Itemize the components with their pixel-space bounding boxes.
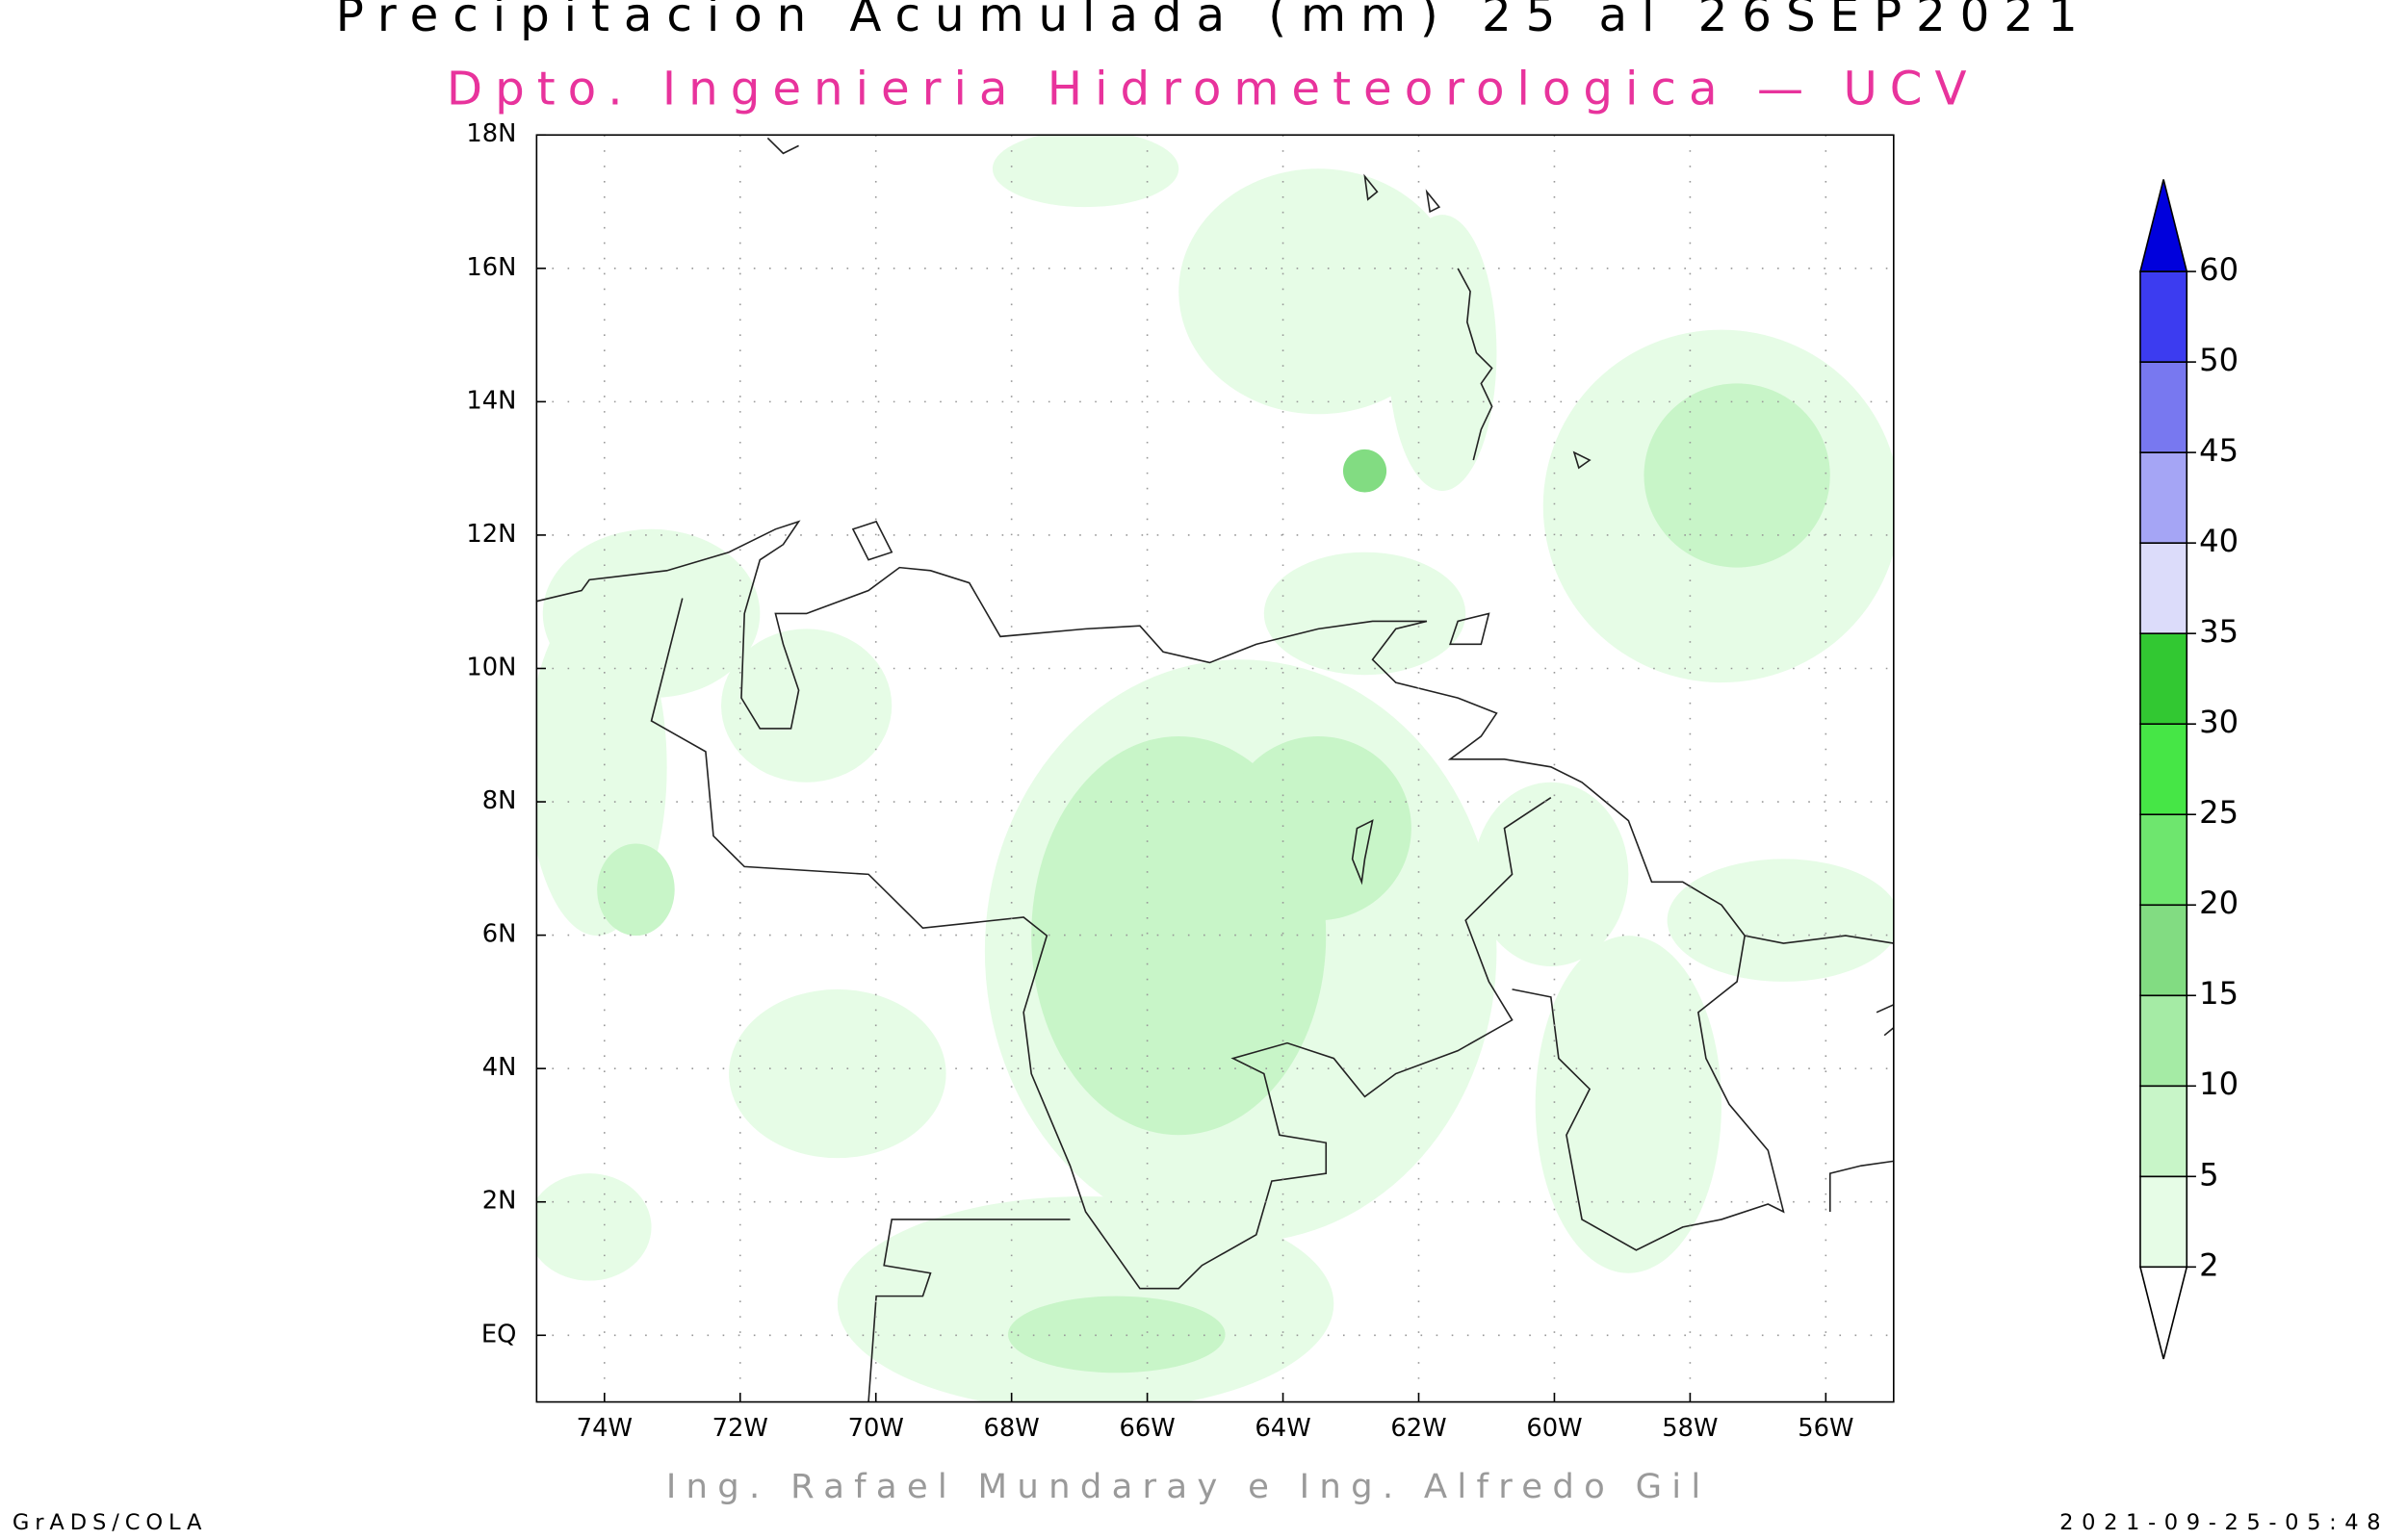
colorbar-box: [2139, 813, 2188, 907]
y-tick-label: 6N: [482, 920, 517, 949]
x-tick-label: 60W: [1526, 1414, 1582, 1443]
colorbar-box: [2139, 451, 2188, 544]
y-tick-label: 4N: [482, 1053, 517, 1082]
footer-right: 2021-09-25-05:48: [2059, 1510, 2380, 1535]
colorbar-label: 35: [2199, 613, 2239, 650]
colorbar-box: [2139, 1175, 2188, 1269]
colorbar-label: 45: [2199, 432, 2239, 469]
colorbar-box: [2139, 632, 2188, 725]
colorbar-above: [2138, 179, 2188, 272]
y-tick-label: 16N: [466, 253, 516, 282]
colorbar-below: [2138, 1266, 2188, 1360]
x-tick-label: 66W: [1119, 1414, 1175, 1443]
precip-field: [536, 135, 1894, 1402]
x-tick-label: 56W: [1798, 1414, 1853, 1443]
colorbar-box: [2139, 1085, 2188, 1178]
y-tick-label: 10N: [466, 654, 516, 682]
plot-frame: [535, 134, 1895, 1403]
colorbar-box: [2139, 270, 2188, 363]
subtitle: Dpto. Ingenieria Hidrometeorologica — UC…: [447, 63, 1967, 116]
colorbar-label: 50: [2199, 342, 2239, 378]
x-tick-label: 58W: [1662, 1414, 1718, 1443]
colorbar-box: [2139, 542, 2188, 634]
y-tick-label: 8N: [482, 786, 517, 815]
credits: Ing. Rafael Mundaray e Ing. Alfredo Gil: [666, 1467, 1700, 1506]
y-tick-label: 14N: [466, 386, 516, 415]
colorbar-label: 40: [2199, 523, 2239, 559]
colorbar-box: [2139, 361, 2188, 453]
x-tick-label: 64W: [1255, 1414, 1310, 1443]
colorbar-label: 2: [2199, 1246, 2219, 1283]
title: Precipitacion Acumulada (mm) 25 al 26SEP…: [336, 0, 2078, 42]
grid-layer: [536, 134, 1894, 1402]
colorbar-label: 60: [2199, 251, 2239, 288]
y-tick-label: 12N: [466, 520, 516, 549]
colorbar-label: 30: [2199, 704, 2239, 740]
colorbar-label: 25: [2199, 794, 2239, 831]
colorbar-box: [2139, 994, 2188, 1088]
footer-left: GrADS/COLA: [13, 1510, 202, 1535]
y-tick-label: 18N: [466, 119, 516, 148]
colorbar-label: 20: [2199, 885, 2239, 921]
colorbar-label: 15: [2199, 975, 2239, 1012]
x-tick-label: 70W: [848, 1414, 904, 1443]
colorbar-box: [2139, 723, 2188, 816]
x-tick-label: 68W: [984, 1414, 1040, 1443]
colorbar-box: [2139, 904, 2188, 997]
y-tick-label: EQ: [481, 1320, 517, 1348]
x-tick-label: 62W: [1390, 1414, 1446, 1443]
colorbar-label: 5: [2199, 1156, 2219, 1193]
coastlines: [536, 137, 1894, 1402]
y-tick-label: 2N: [482, 1187, 517, 1216]
x-tick-label: 74W: [577, 1414, 633, 1443]
x-tick-label: 72W: [712, 1414, 768, 1443]
colorbar-label: 10: [2199, 1065, 2239, 1102]
